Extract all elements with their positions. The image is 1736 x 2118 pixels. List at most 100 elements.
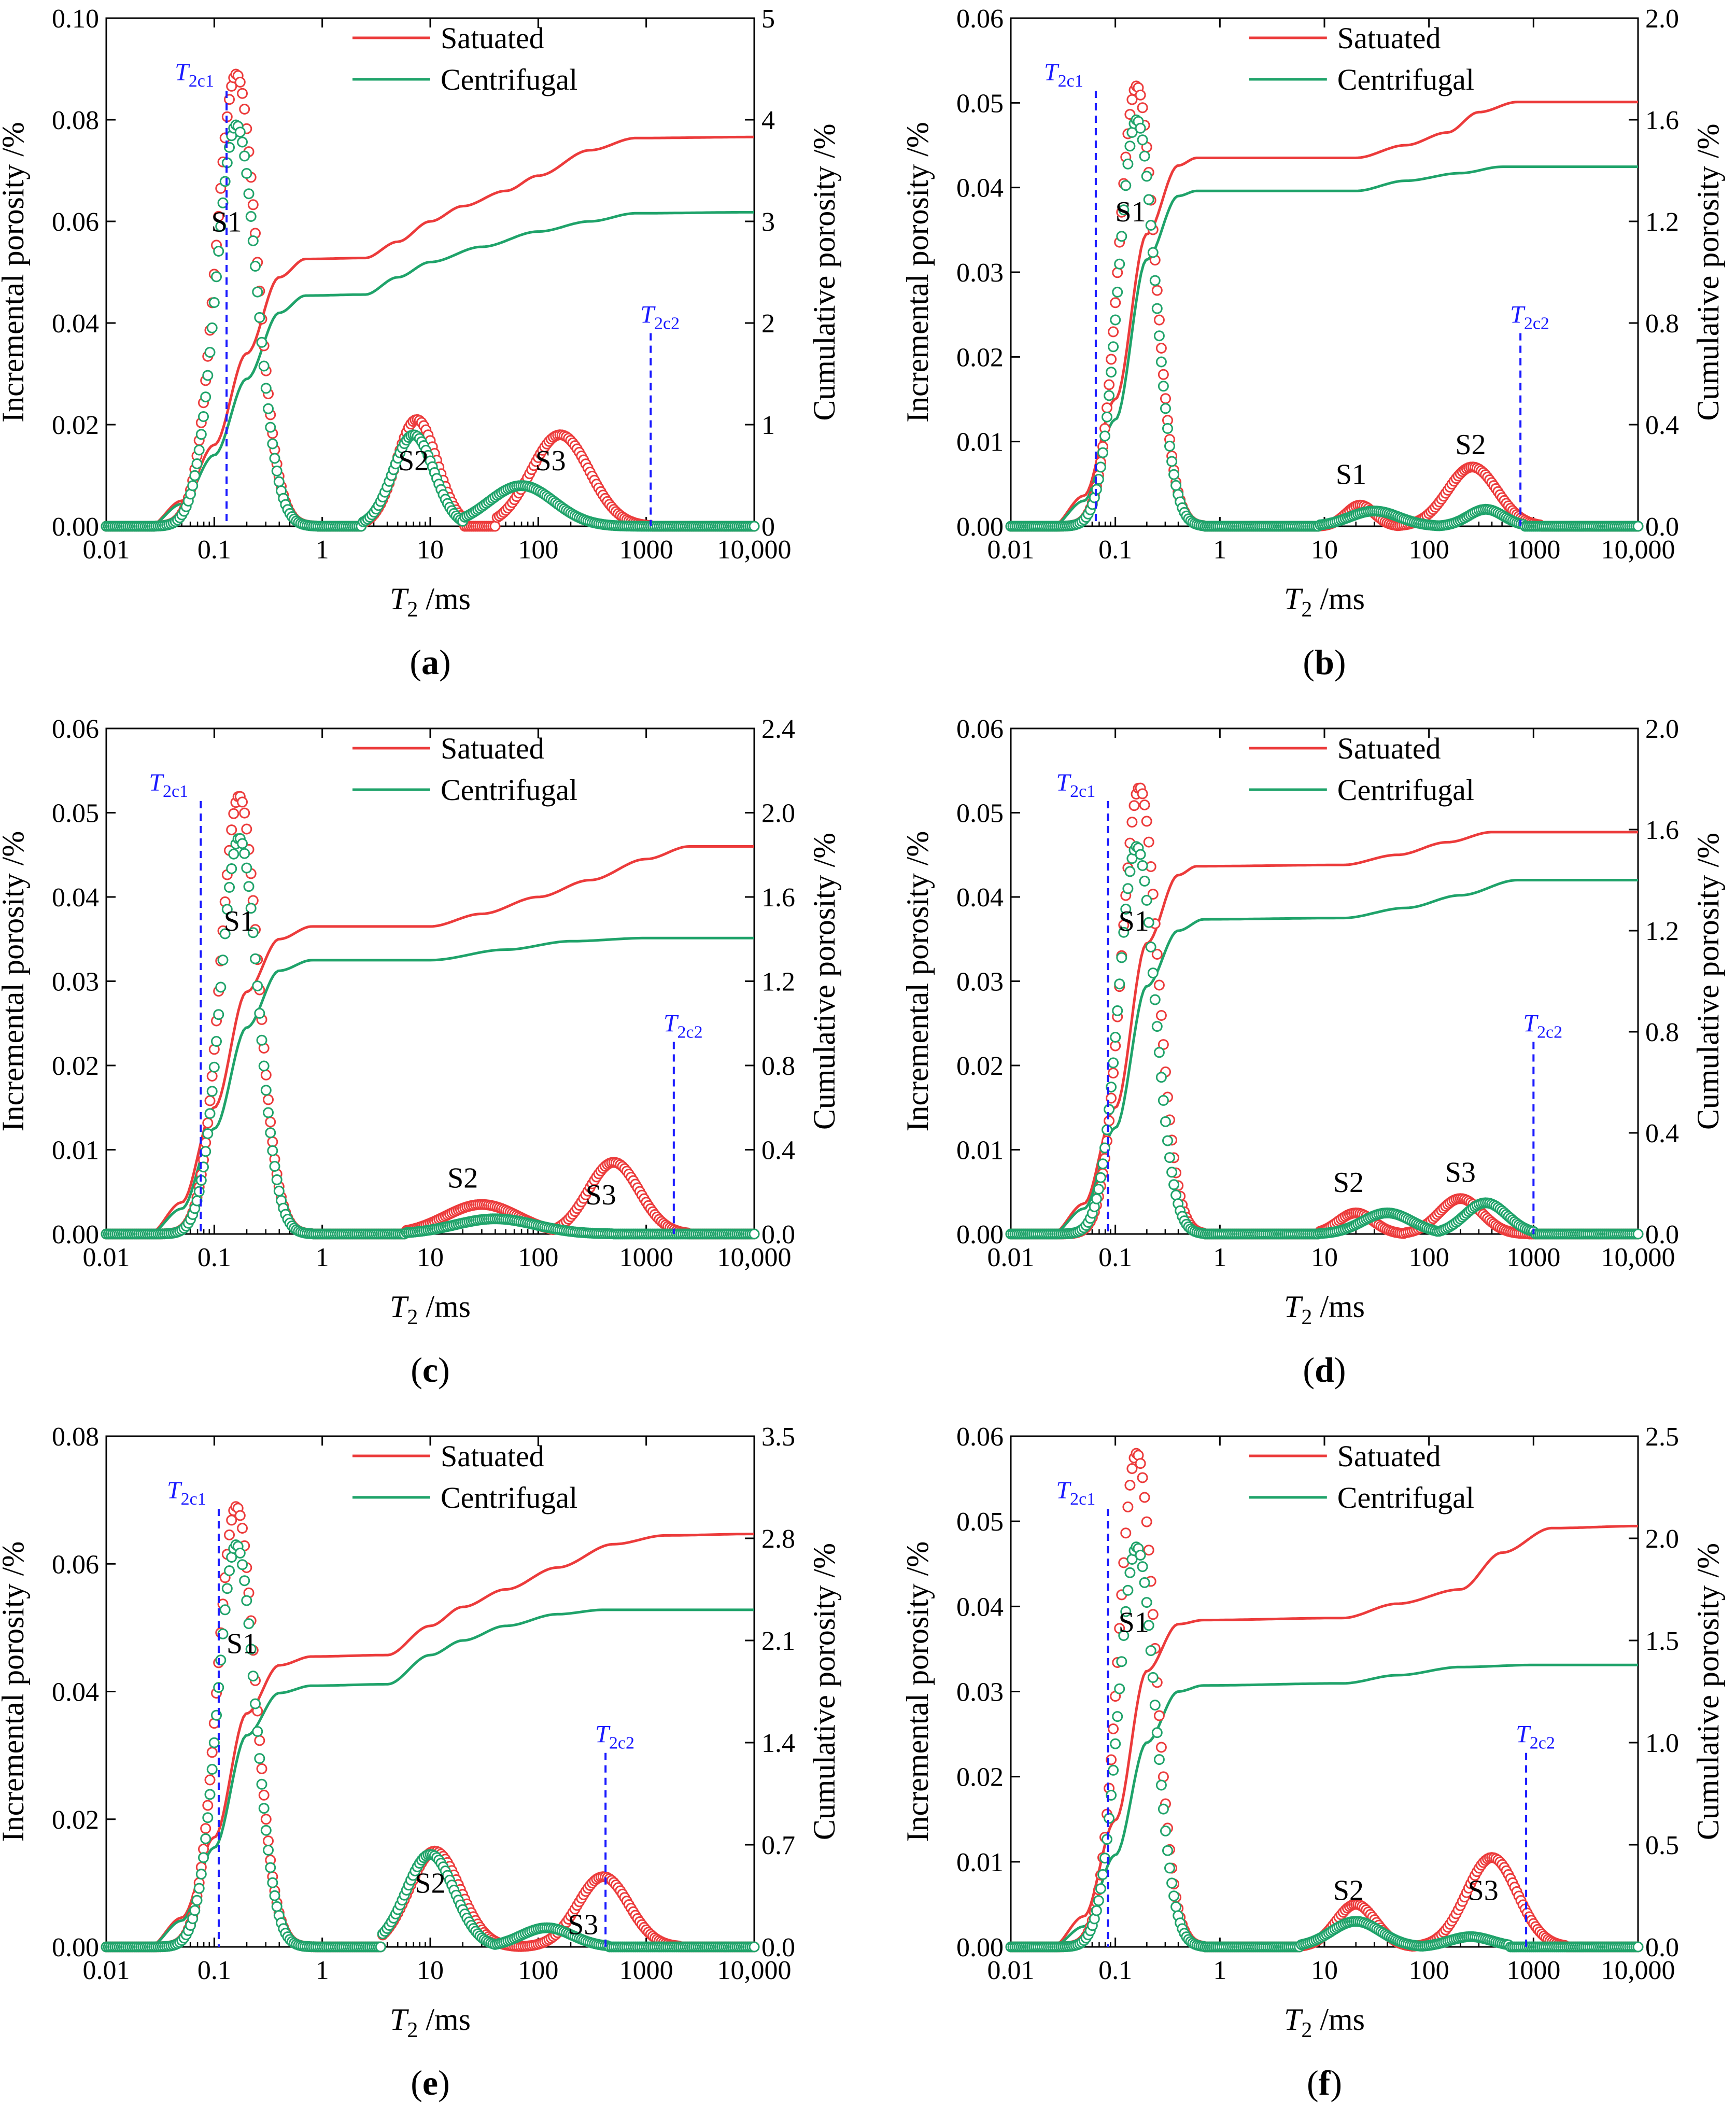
incremental-point — [1106, 354, 1117, 365]
legend-label-saturated: Satuated — [441, 1439, 544, 1473]
panel-label-letter: d — [1315, 1350, 1334, 1390]
legend-label-saturated: Satuated — [441, 21, 544, 55]
incremental-point — [265, 1862, 276, 1873]
incremental-point — [267, 1877, 278, 1888]
incremental-point — [208, 1061, 220, 1073]
incremental-point — [1095, 461, 1106, 473]
incremental-series-centrifugal — [101, 119, 760, 532]
incremental-point — [224, 1529, 235, 1540]
incremental-point — [215, 981, 227, 993]
x-axis-label-main: T — [390, 582, 409, 616]
cutoff-label-main: T — [640, 301, 656, 329]
incremental-point — [1151, 303, 1163, 314]
x-axis-label: T2 /ms — [1284, 2002, 1365, 2042]
x-tick-label: 1000 — [619, 535, 673, 565]
y-left-tick-label: 0.04 — [956, 1592, 1004, 1622]
cutoff-label-sub: 2c2 — [1524, 314, 1549, 333]
incremental-point — [1141, 1516, 1152, 1527]
x-axis-label-unit: /ms — [1312, 2002, 1365, 2037]
incremental-point — [273, 476, 285, 487]
chart-panel-f: 0.01 0.1 1 10 100 1000 10,0000.000.010.020.030… — [900, 1422, 1725, 2102]
incremental-point — [200, 1833, 211, 1844]
incremental-point — [1158, 1803, 1169, 1815]
x-tick-label: 100 — [1409, 1243, 1449, 1272]
y-left-tick-label: 0.06 — [52, 1550, 99, 1579]
y-right-tick-label: 0.0 — [1645, 1220, 1679, 1250]
incremental-point — [234, 1510, 246, 1521]
x-axis-label-main: T — [1284, 582, 1303, 616]
incremental-point — [226, 1514, 237, 1526]
y-right-axis-label: Cumulative porosity /% — [1691, 1543, 1725, 1840]
x-tick-label: 100 — [518, 1956, 558, 1985]
panel-label-letter: c — [422, 1350, 438, 1390]
incremental-point — [254, 1753, 265, 1764]
y-right-axis-label: Cumulative porosity /% — [807, 833, 841, 1130]
y-left-tick-label: 0.02 — [52, 411, 99, 440]
incremental-point — [1108, 1068, 1119, 1079]
x-tick-label: 100 — [518, 1243, 558, 1272]
y-left-tick-label: 0.04 — [956, 174, 1004, 203]
incremental-point — [1110, 297, 1121, 308]
incremental-point — [247, 1671, 259, 1682]
incremental-point — [1153, 1047, 1165, 1058]
y-right-tick-label: 2.0 — [1645, 4, 1679, 34]
incremental-point — [239, 150, 250, 162]
incremental-point — [219, 176, 231, 187]
incremental-point — [1137, 1472, 1148, 1483]
incremental-point — [1158, 381, 1169, 392]
incremental-point — [1135, 1549, 1146, 1561]
cutoff-label-main: T — [1056, 1477, 1071, 1504]
x-tick-label: 1 — [316, 535, 329, 565]
panel-label-open: ( — [411, 1350, 422, 1390]
x-axis-label-sub: 2 — [1301, 1306, 1312, 1329]
incremental-point — [237, 1523, 248, 1534]
y-right-tick-label: 0.0 — [1645, 512, 1679, 542]
incremental-point — [1149, 275, 1161, 286]
incremental-point — [1147, 1672, 1159, 1683]
cutoff-label-T2c2: T2c2 — [1523, 1010, 1562, 1042]
incremental-point — [1632, 1941, 1644, 1953]
y-left-tick-label: 0.04 — [956, 883, 1004, 913]
cutoff-label-sub: 2c2 — [678, 1023, 703, 1042]
incremental-point — [1160, 1825, 1171, 1836]
incremental-point — [1120, 1527, 1132, 1539]
y-right-tick-label: 0 — [761, 512, 775, 542]
incremental-point — [1124, 866, 1136, 877]
incremental-point — [1122, 158, 1134, 170]
cutoff-label-sub: 2c1 — [189, 72, 214, 91]
incremental-point — [193, 1883, 205, 1894]
panel-label-close: ) — [439, 642, 451, 682]
y-left-tick-label: 0.03 — [956, 258, 1004, 288]
y-right-tick-label: 1.6 — [1645, 816, 1679, 845]
incremental-point — [193, 1186, 205, 1197]
region-label: S1 — [211, 206, 242, 239]
incremental-series-saturated — [1005, 782, 1644, 1240]
cutoff-label-sub: 2c2 — [1537, 1023, 1562, 1042]
x-tick-label: 10 — [1311, 535, 1338, 565]
incremental-point — [1153, 330, 1165, 342]
incremental-point — [1104, 1104, 1115, 1115]
x-axis-label: T2 /ms — [1284, 1289, 1365, 1329]
incremental-point — [749, 1228, 760, 1240]
incremental-point — [1102, 402, 1112, 414]
incremental-point — [1160, 393, 1171, 404]
incremental-point — [206, 1764, 218, 1775]
chart-panel-a: 0.01 0.1 1 10 100 1000 10,0000.000.020.040.060… — [0, 4, 841, 682]
incremental-point — [1124, 141, 1136, 152]
incremental-point — [241, 1595, 252, 1606]
y-left-tick-label: 0.03 — [956, 1678, 1004, 1707]
x-tick-label: 1000 — [1506, 535, 1560, 565]
x-axis-label-main: T — [1284, 2002, 1303, 2037]
incremental-point — [1166, 456, 1178, 467]
incremental-point — [228, 848, 239, 860]
incremental-point — [237, 88, 248, 99]
y-right-tick-label: 0.8 — [1645, 309, 1679, 339]
incremental-point — [247, 235, 259, 246]
incremental-point — [208, 297, 220, 308]
incremental-point — [1155, 343, 1167, 354]
incremental-point — [217, 955, 229, 966]
incremental-point — [211, 1036, 222, 1047]
incremental-point — [237, 1559, 248, 1570]
x-axis-label: T2 /ms — [1284, 582, 1365, 622]
